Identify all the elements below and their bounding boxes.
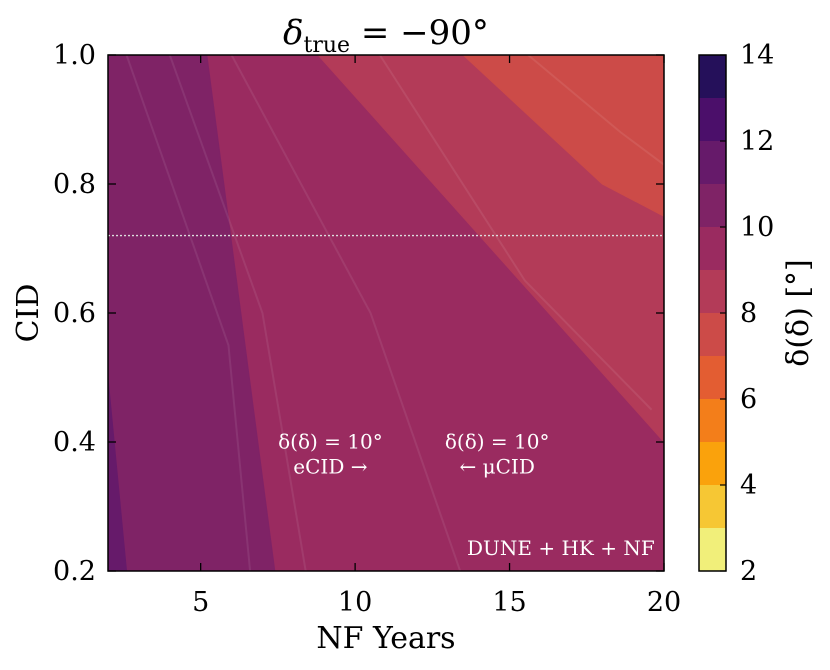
colorbar-band (699, 184, 726, 227)
colorbar-tick-label: 4 (740, 470, 757, 501)
region-7-8 (462, 55, 664, 217)
contour-line-5 (527, 55, 664, 166)
x-tick-label: 5 (192, 587, 209, 618)
x-axis-label: NF Years (316, 621, 455, 656)
colorbar-tick-label: 8 (740, 298, 757, 329)
colorbar-tick-label: 6 (740, 384, 757, 415)
colorbar-band (699, 98, 726, 141)
y-tick-label: 0.2 (53, 556, 96, 587)
annotation-1-line-2: eCID → (293, 454, 367, 478)
annotation-1-line-1: δ(δ) = 10° (278, 429, 383, 453)
x-tick-label: 20 (647, 587, 681, 618)
colorbar-bands (699, 55, 726, 571)
y-axis-ticks: 0.2 0.4 0.6 0.8 1.0 (53, 40, 664, 587)
contour-line-4 (378, 55, 653, 411)
annotation-3: DUNE + HK + NF (467, 536, 655, 560)
chart-title: δtrue = −90° (283, 13, 489, 58)
colorbar-band (699, 442, 726, 485)
colorbar-label: δ(δ) [°] (781, 259, 816, 366)
colorbar: 2 4 6 8 10 12 14 δ(δ) [°] (698, 40, 816, 587)
annotation-3-line-1: DUNE + HK + NF (467, 536, 655, 560)
colorbar-band (699, 399, 726, 442)
contour-line-3 (230, 55, 462, 571)
colorbar-band (699, 313, 726, 356)
annotation-2: δ(δ) = 10° ← μCID (445, 429, 550, 478)
annotation-2-line-2: ← μCID (460, 454, 535, 478)
y-tick-label: 1.0 (53, 40, 96, 71)
y-tick-label: 0.8 (53, 169, 96, 200)
y-axis-label: CID (11, 284, 46, 343)
colorbar-tick-label: 14 (740, 40, 774, 71)
annotation-1: δ(δ) = 10° eCID → (278, 429, 383, 478)
colorbar-tick-label: 2 (740, 556, 757, 587)
colorbar-band (699, 227, 726, 270)
colorbar-band (699, 55, 726, 98)
contour-line-1 (125, 55, 252, 571)
contour-lines (125, 55, 664, 571)
colorbar-band (699, 270, 726, 313)
y-tick-label: 0.6 (53, 298, 96, 329)
chart-title-rest: = −90° (350, 13, 489, 53)
y-tick-label: 0.4 (53, 427, 96, 458)
chart-title-sub: true (304, 33, 351, 58)
region-10-11 (108, 55, 276, 571)
chart-title-main: δ (283, 13, 303, 53)
x-tick-label: 10 (338, 587, 372, 618)
colorbar-ticks: 2 4 6 8 10 12 14 (720, 40, 774, 587)
contour-line-2 (168, 55, 307, 571)
colorbar-tick-label: 12 (740, 126, 774, 157)
region-11-12 (108, 377, 128, 571)
x-axis-ticks: 5 10 15 20 (192, 55, 681, 618)
colorbar-tick-label: 10 (740, 212, 774, 243)
annotation-2-line-1: δ(δ) = 10° (445, 429, 550, 453)
colorbar-band (699, 356, 726, 399)
colorbar-band (699, 485, 726, 528)
contour-regions (108, 55, 664, 571)
colorbar-band (699, 528, 726, 571)
colorbar-band (699, 141, 726, 184)
x-tick-label: 15 (492, 587, 526, 618)
